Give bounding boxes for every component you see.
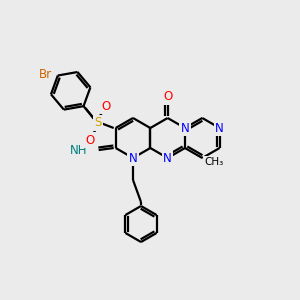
Text: CH₃: CH₃: [205, 157, 224, 167]
Text: N: N: [163, 152, 172, 164]
Text: N: N: [181, 122, 189, 134]
Text: O: O: [101, 100, 110, 112]
Text: N: N: [215, 122, 224, 134]
Text: N: N: [129, 152, 137, 164]
Text: S: S: [94, 116, 101, 130]
Text: O: O: [163, 91, 172, 103]
Text: O: O: [85, 134, 94, 146]
Text: Br: Br: [39, 68, 52, 81]
Text: NH: NH: [70, 143, 88, 157]
